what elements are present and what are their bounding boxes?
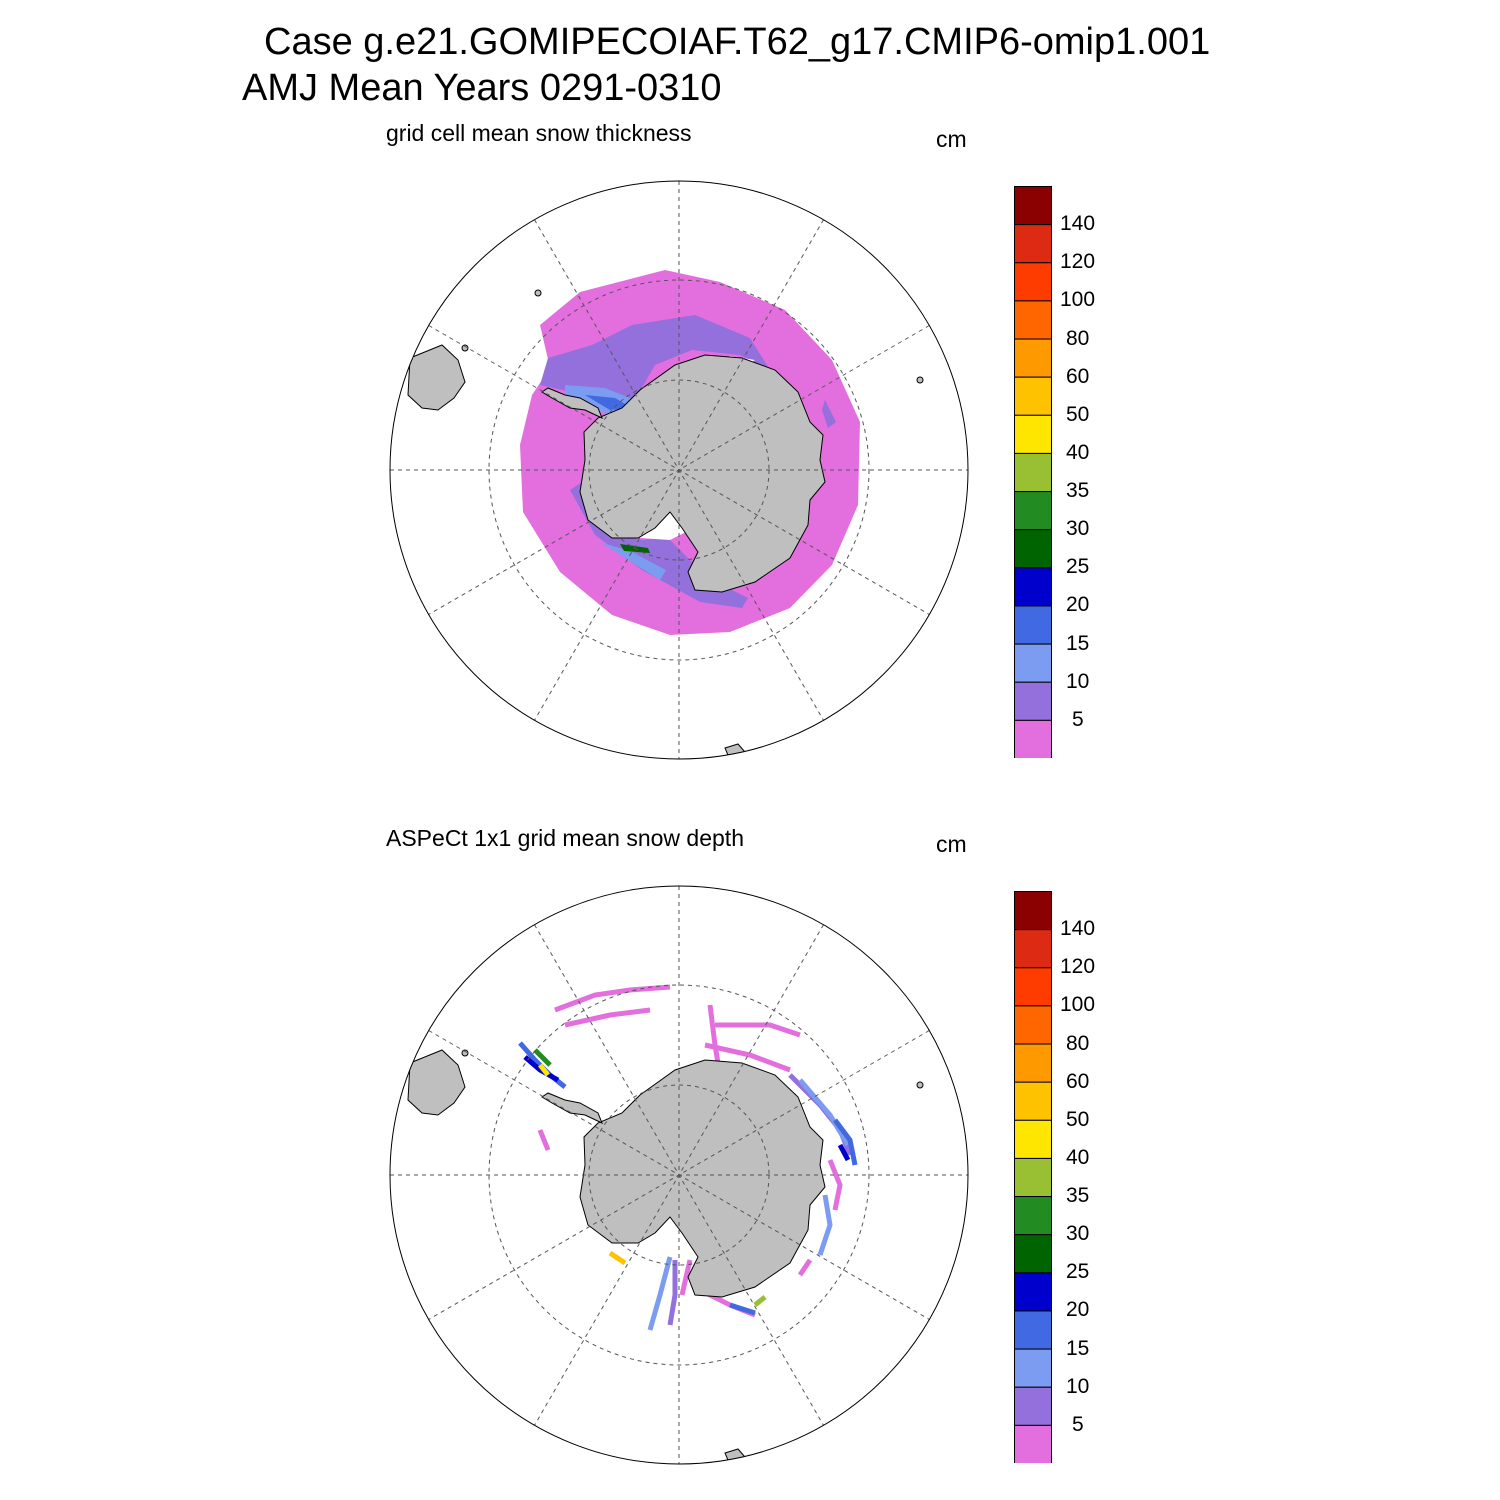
bottom-panel-units: cm xyxy=(936,831,967,857)
figure-title-line1: Case g.e21.GOMIPECOIAF.T62_g17.CMIP6-omi… xyxy=(264,21,1211,63)
colorbar-tick-label: 15 xyxy=(1066,1336,1090,1360)
antarctica-landmass xyxy=(579,1059,826,1298)
graticule xyxy=(390,886,968,1464)
south-america-tip xyxy=(407,344,466,411)
colorbar-swatch xyxy=(1014,452,1052,493)
antarctic-peninsula xyxy=(541,1092,603,1124)
colorbar-swatch xyxy=(1014,929,1052,969)
map-boundary xyxy=(389,180,969,760)
colorbar-swatch xyxy=(1014,1081,1052,1121)
top-polar-map xyxy=(389,180,969,760)
colorbar-tick-label: 5 xyxy=(1072,1412,1084,1436)
colorbar-tick-label: 60 xyxy=(1066,1069,1090,1093)
colorbar-tick-label: 35 xyxy=(1066,1184,1090,1208)
colorbar-swatch xyxy=(1014,605,1052,645)
bottom-polar-map xyxy=(389,885,969,1465)
map-boundary xyxy=(389,885,969,1465)
colorbar-swatch xyxy=(1014,1196,1052,1236)
colorbar-swatch xyxy=(1014,262,1052,302)
colorbar-swatch xyxy=(1014,1043,1052,1083)
bottom-panel-title: ASPeCt 1x1 grid mean snow depth xyxy=(386,825,744,851)
colorbar-swatch xyxy=(1014,186,1052,226)
colorbar-swatch xyxy=(1014,1424,1052,1463)
colorbar-tick-label: 30 xyxy=(1066,517,1090,541)
colorbar-swatch xyxy=(1014,1348,1052,1388)
colorbar-tick-label: 100 xyxy=(1060,993,1096,1017)
colorbar-tick-label: 80 xyxy=(1066,326,1090,350)
colorbar-swatch xyxy=(1014,1157,1052,1198)
colorbar-swatch xyxy=(1014,300,1052,340)
snow-field-violet xyxy=(540,315,770,405)
colorbar-tick-label: 140 xyxy=(1060,917,1096,941)
colorbar-tick-label: 40 xyxy=(1066,440,1090,464)
colorbar-swatch xyxy=(1014,414,1052,454)
colorbar-swatch xyxy=(1014,1119,1052,1159)
island-3 xyxy=(916,376,924,384)
colorbar-swatch xyxy=(1014,491,1052,531)
antarctic-peninsula xyxy=(541,387,603,419)
colorbar-tick-label: 25 xyxy=(1066,1260,1090,1284)
colorbar-swatch xyxy=(1014,338,1052,378)
island-3 xyxy=(916,1081,924,1089)
colorbar-tick-label: 120 xyxy=(1060,955,1096,979)
colorbar-tick-label: 50 xyxy=(1066,402,1090,426)
colorbar-tick-label: 5 xyxy=(1072,707,1084,731)
colorbar-tick-label: 30 xyxy=(1066,1222,1090,1246)
colorbar-tick-label: 20 xyxy=(1066,593,1090,617)
island-1 xyxy=(461,1049,469,1057)
colorbar-swatch xyxy=(1014,1005,1052,1045)
colorbar-swatch xyxy=(1014,567,1052,607)
colorbar-tick-label: 35 xyxy=(1066,479,1090,503)
colorbar-swatch xyxy=(1014,1386,1052,1426)
colorbar-tick-label: 40 xyxy=(1066,1145,1090,1169)
colorbar-tick-label: 15 xyxy=(1066,631,1090,655)
island-2 xyxy=(534,289,542,297)
colorbar-tick-label: 100 xyxy=(1060,288,1096,312)
antarctica-landmass xyxy=(579,354,826,593)
colorbar-tick-label: 25 xyxy=(1066,555,1090,579)
colorbar-swatch xyxy=(1014,376,1052,416)
bottom-colorbar xyxy=(1014,891,1052,1463)
top-colorbar xyxy=(1014,186,1052,758)
colorbar-swatch xyxy=(1014,1310,1052,1350)
colorbar-swatch xyxy=(1014,891,1052,931)
graticule xyxy=(390,181,968,759)
snow-field-violet-east xyxy=(822,400,836,428)
snow-field-lightblue-south xyxy=(600,542,666,580)
top-panel-units: cm xyxy=(936,126,967,152)
island-1 xyxy=(461,344,469,352)
colorbar-swatch xyxy=(1014,643,1052,683)
colorbar-tick-label: 10 xyxy=(1066,669,1090,693)
colorbar-swatch xyxy=(1014,224,1052,264)
top-panel-title: grid cell mean snow thickness xyxy=(386,120,692,146)
colorbar-swatch xyxy=(1014,1234,1052,1274)
colorbar-swatch xyxy=(1014,719,1052,758)
snow-field-blue xyxy=(585,395,632,410)
figure-title-line2: AMJ Mean Years 0291-0310 xyxy=(242,67,722,109)
colorbar-tick-label: 60 xyxy=(1066,364,1090,388)
colorbar-tick-label: 80 xyxy=(1066,1031,1090,1055)
colorbar-tick-label: 120 xyxy=(1060,250,1096,274)
colorbar-swatch xyxy=(1014,681,1052,721)
south-america-tip xyxy=(407,1049,466,1116)
colorbar-tick-label: 140 xyxy=(1060,212,1096,236)
colorbar-swatch xyxy=(1014,967,1052,1007)
colorbar-tick-label: 20 xyxy=(1066,1298,1090,1322)
colorbar-swatch xyxy=(1014,1272,1052,1312)
colorbar-tick-label: 10 xyxy=(1066,1374,1090,1398)
colorbar-tick-label: 50 xyxy=(1066,1107,1090,1131)
colorbar-swatch xyxy=(1014,529,1052,569)
